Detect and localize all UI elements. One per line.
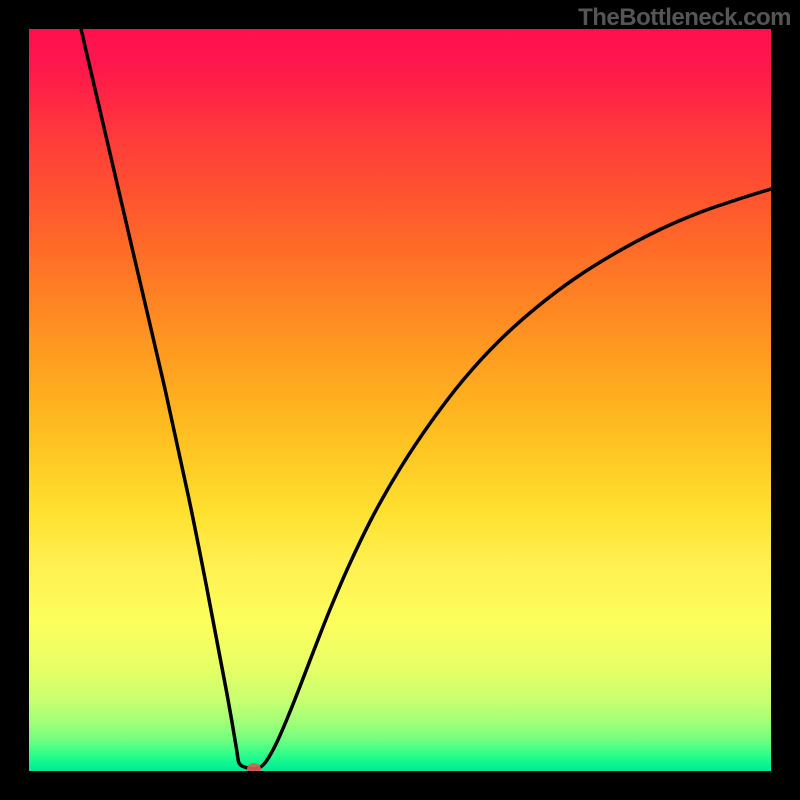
chart-svg xyxy=(29,29,771,771)
watermark-text: TheBottleneck.com xyxy=(578,4,791,32)
plot-area xyxy=(29,29,771,771)
gradient-background xyxy=(29,29,771,771)
